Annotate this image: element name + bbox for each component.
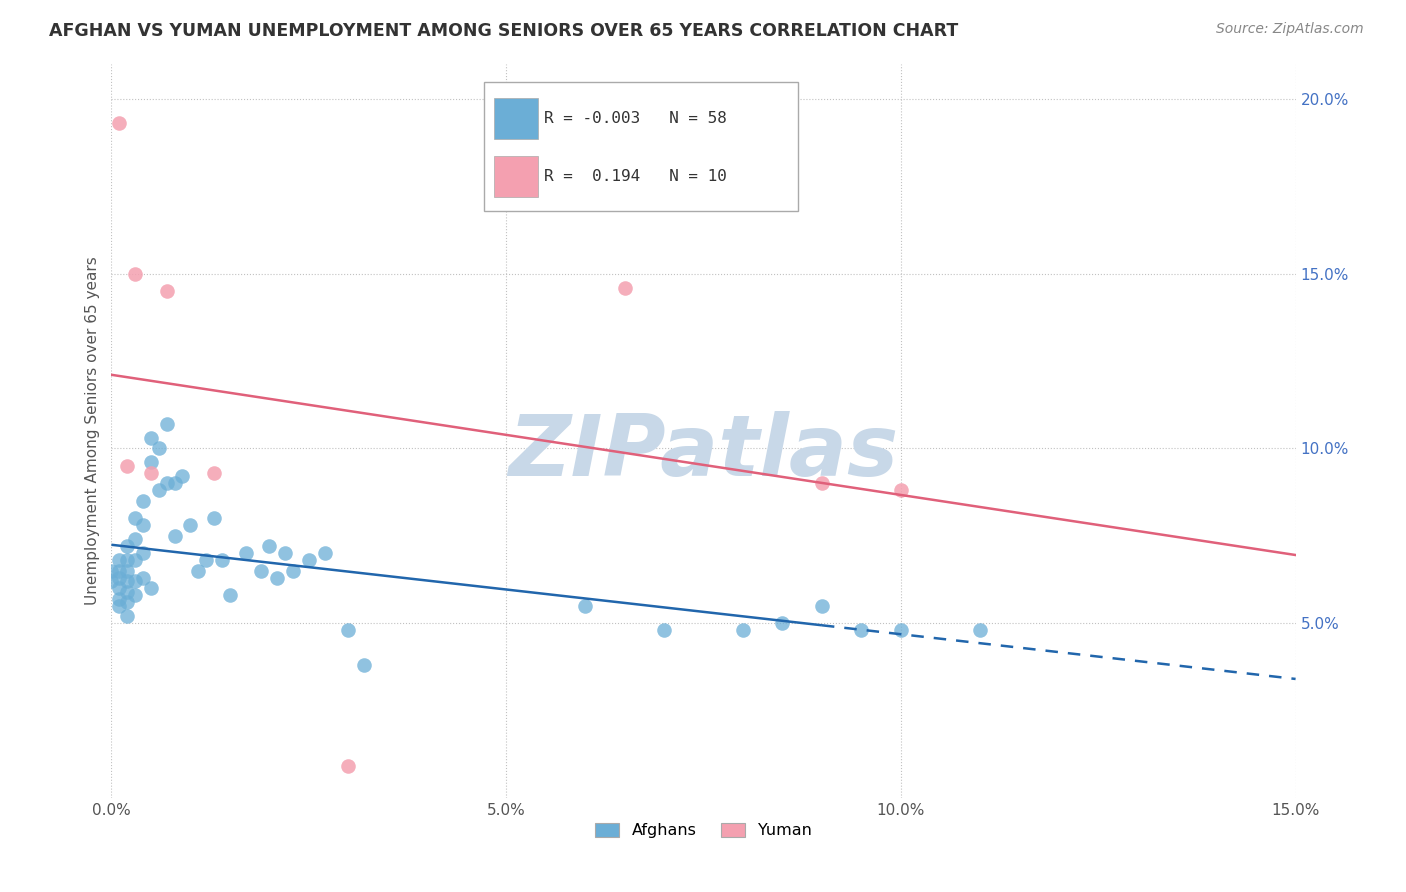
Legend: Afghans, Yuman: Afghans, Yuman [589, 816, 818, 845]
Point [574, 599, 596, 613]
Point [211, 553, 233, 567]
Point [890, 483, 912, 498]
Point [124, 574, 146, 589]
Point [156, 476, 179, 491]
Point [124, 533, 146, 547]
Point [124, 553, 146, 567]
Point [139, 455, 162, 469]
Point [156, 284, 179, 298]
Point [108, 591, 131, 606]
Point [115, 553, 138, 567]
Point [115, 564, 138, 578]
Point [969, 623, 991, 637]
Point [108, 599, 131, 613]
Point [172, 469, 194, 483]
Point [115, 458, 138, 473]
Point [115, 539, 138, 553]
Point [108, 564, 131, 578]
Point [281, 564, 304, 578]
Point [100, 574, 122, 589]
Point [187, 564, 209, 578]
Point [124, 588, 146, 602]
Point [132, 518, 155, 533]
Point [314, 546, 336, 560]
Point [851, 623, 873, 637]
Text: AFGHAN VS YUMAN UNEMPLOYMENT AMONG SENIORS OVER 65 YEARS CORRELATION CHART: AFGHAN VS YUMAN UNEMPLOYMENT AMONG SENIO… [49, 22, 959, 40]
Point [163, 529, 186, 543]
Point [132, 571, 155, 585]
Point [353, 658, 375, 673]
Point [132, 546, 155, 560]
Point [148, 442, 170, 456]
Point [195, 553, 218, 567]
Point [115, 584, 138, 599]
Point [132, 493, 155, 508]
Point [108, 581, 131, 595]
Point [652, 623, 675, 637]
Point [218, 588, 240, 602]
Point [274, 546, 297, 560]
Point [811, 599, 834, 613]
Point [148, 483, 170, 498]
Y-axis label: Unemployment Among Seniors over 65 years: Unemployment Among Seniors over 65 years [86, 257, 100, 606]
Point [124, 511, 146, 525]
Point [259, 539, 281, 553]
Point [811, 476, 834, 491]
Point [108, 571, 131, 585]
Point [202, 466, 225, 480]
Point [266, 571, 288, 585]
Point [139, 431, 162, 445]
Point [890, 623, 912, 637]
Text: Source: ZipAtlas.com: Source: ZipAtlas.com [1216, 22, 1364, 37]
Point [179, 518, 201, 533]
Point [202, 511, 225, 525]
Point [100, 564, 122, 578]
Point [124, 267, 146, 281]
Point [108, 116, 131, 130]
Point [235, 546, 257, 560]
Point [337, 623, 360, 637]
Point [139, 581, 162, 595]
Point [731, 623, 754, 637]
Point [298, 553, 321, 567]
Point [337, 759, 360, 773]
Point [108, 553, 131, 567]
Point [115, 574, 138, 589]
Point [115, 609, 138, 624]
Point [156, 417, 179, 431]
Point [772, 616, 794, 631]
Point [163, 476, 186, 491]
Text: ZIPatlas: ZIPatlas [509, 411, 898, 494]
Point [139, 466, 162, 480]
Point [613, 281, 636, 295]
Point [115, 595, 138, 609]
Point [250, 564, 273, 578]
